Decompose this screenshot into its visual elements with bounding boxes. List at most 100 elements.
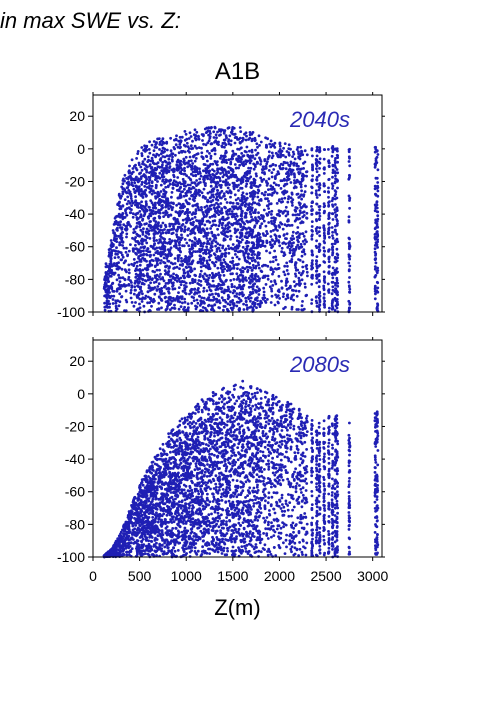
scatter-point	[124, 228, 128, 232]
scatter-point	[143, 267, 147, 271]
scatter-point	[243, 267, 247, 270]
scatter-point	[175, 163, 179, 167]
scatter-point	[244, 299, 248, 303]
scatter-point	[143, 210, 147, 213]
scatter-point	[236, 286, 240, 290]
scatter-point	[161, 244, 165, 247]
scatter-point	[116, 203, 119, 207]
scatter-point	[301, 271, 304, 275]
scatter-point	[213, 207, 217, 211]
scatter-point	[148, 262, 152, 266]
scatter-point	[279, 167, 283, 171]
scatter-point	[348, 287, 352, 291]
scatter-point	[222, 258, 226, 262]
scatter-point	[257, 215, 261, 219]
scatter-point	[280, 286, 284, 290]
scatter-point	[296, 226, 300, 229]
scatter-point	[299, 457, 303, 461]
scatter-point	[130, 301, 134, 304]
scatter-point	[241, 154, 245, 158]
scatter-point	[270, 243, 274, 247]
scatter-point	[331, 187, 334, 190]
scatter-point	[223, 238, 227, 242]
scatter-point	[186, 307, 190, 311]
scatter-point	[220, 160, 224, 164]
scatter-point	[292, 241, 295, 245]
scatter-point	[121, 231, 124, 234]
scatter-point	[200, 146, 203, 150]
scatter-point	[376, 266, 379, 270]
scatter-point	[297, 276, 301, 280]
scatter-point	[167, 252, 171, 255]
scatter-point	[217, 306, 221, 309]
scatter-point	[274, 225, 278, 228]
scatter-point	[128, 201, 132, 205]
scatter-point	[286, 210, 290, 214]
scatter-point	[285, 279, 288, 283]
scatter-point	[185, 220, 189, 223]
scatter-point	[125, 232, 129, 236]
scatter-point	[280, 246, 284, 250]
scatter-point	[172, 272, 176, 276]
scatter-point	[347, 150, 351, 154]
scatter-point	[266, 157, 270, 161]
scatter-point	[314, 161, 318, 165]
scatter-point	[180, 149, 183, 153]
scatter-point	[281, 211, 285, 215]
scatter-point	[317, 230, 321, 234]
scatter-point	[129, 193, 133, 197]
scatter-point	[184, 155, 188, 159]
scatter-point	[164, 231, 168, 235]
scatter-point	[296, 146, 300, 149]
scatter-point	[270, 209, 274, 213]
scatter-point	[318, 149, 321, 153]
scatter-point	[133, 285, 137, 289]
scatter-point	[140, 180, 144, 184]
scatter-point	[123, 173, 127, 177]
scatter-point	[184, 255, 188, 258]
scatter-point	[198, 226, 202, 230]
scatter-point	[260, 222, 264, 226]
scatter-point	[119, 196, 122, 200]
scatter-point	[142, 282, 146, 286]
scatter-point	[180, 190, 183, 194]
scatter-point	[322, 226, 326, 230]
scatter-point	[301, 232, 304, 236]
scatter-point	[193, 144, 197, 148]
scatter-point	[315, 239, 318, 243]
scatter-point	[170, 208, 174, 212]
scatter-point	[178, 210, 182, 213]
scatter-point	[181, 244, 184, 248]
scatter-point	[315, 145, 319, 149]
scatter-point	[292, 280, 296, 283]
scatter-point	[283, 455, 287, 459]
scatter-point	[139, 204, 143, 207]
scatter-point	[226, 293, 230, 297]
scatter-point	[216, 206, 220, 209]
scatter-point	[156, 190, 160, 194]
scatter-point	[286, 272, 290, 276]
scatter-point	[226, 285, 230, 289]
scatter-point	[247, 285, 251, 289]
scatter-point	[376, 305, 379, 309]
scatter-point	[373, 250, 377, 254]
scatter-point	[259, 269, 263, 273]
scatter-point	[143, 245, 147, 249]
scatter-point	[104, 271, 108, 274]
scatter-point	[242, 283, 246, 287]
scatter-point	[166, 197, 170, 201]
scatter-point	[206, 159, 209, 163]
scatter-point	[196, 301, 200, 305]
scatter-point	[373, 247, 377, 251]
scatter-point	[297, 271, 301, 275]
scatter-point	[280, 250, 284, 254]
scatter-point	[206, 149, 209, 153]
scatter-point	[219, 283, 223, 287]
scatter-point	[159, 152, 163, 156]
scatter-point	[152, 243, 156, 247]
scatter-point	[228, 290, 232, 294]
scatter-point	[192, 231, 196, 234]
scatter-point	[158, 165, 162, 169]
scatter-point	[232, 212, 236, 216]
scatter-point	[121, 182, 125, 186]
